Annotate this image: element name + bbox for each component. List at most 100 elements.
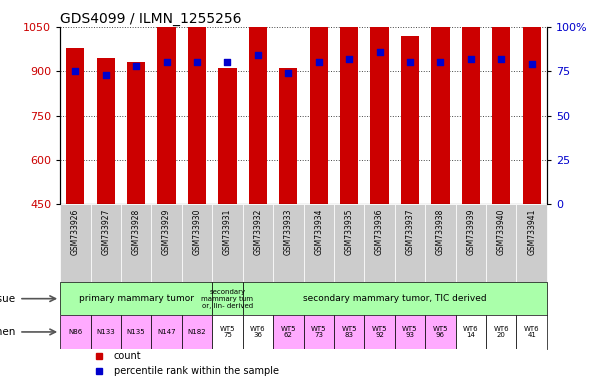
Text: WT5
93: WT5 93 — [402, 326, 418, 338]
Text: WT5
83: WT5 83 — [341, 326, 357, 338]
Text: WT6
20: WT6 20 — [493, 326, 509, 338]
Bar — [426, 315, 456, 349]
Bar — [364, 204, 395, 282]
Text: N133: N133 — [96, 329, 115, 335]
Bar — [151, 315, 182, 349]
Point — [496, 56, 506, 62]
Text: GSM733939: GSM733939 — [466, 208, 475, 255]
Bar — [279, 68, 297, 204]
Bar — [370, 0, 389, 204]
Bar — [60, 282, 212, 315]
Bar — [364, 315, 395, 349]
Text: GSM733933: GSM733933 — [284, 208, 293, 255]
Text: WT6
36: WT6 36 — [250, 326, 266, 338]
Point — [344, 56, 354, 62]
Bar — [273, 315, 304, 349]
Text: N86: N86 — [68, 329, 82, 335]
Bar — [249, 0, 267, 204]
Bar — [426, 204, 456, 282]
Point — [405, 59, 415, 65]
Text: GSM733929: GSM733929 — [162, 208, 171, 255]
Bar — [492, 0, 510, 204]
Bar — [121, 204, 151, 282]
Bar — [486, 315, 516, 349]
Bar — [456, 315, 486, 349]
Bar — [462, 0, 480, 204]
Point — [527, 61, 537, 67]
Bar — [212, 282, 243, 315]
Text: GSM733927: GSM733927 — [101, 208, 110, 255]
Bar — [340, 8, 358, 204]
Point — [253, 52, 263, 58]
Point — [375, 49, 385, 55]
Bar — [243, 204, 273, 282]
Point — [192, 59, 202, 65]
Text: percentile rank within the sample: percentile rank within the sample — [114, 366, 279, 376]
Point — [466, 56, 475, 62]
Text: WT6
14: WT6 14 — [463, 326, 478, 338]
Bar — [127, 62, 145, 204]
Text: primary mammary tumor: primary mammary tumor — [79, 294, 194, 303]
Bar — [151, 204, 182, 282]
Bar — [334, 204, 364, 282]
Bar — [97, 58, 115, 204]
Text: GSM733928: GSM733928 — [132, 208, 141, 255]
Bar — [66, 48, 84, 204]
Text: GSM733941: GSM733941 — [527, 208, 536, 255]
Bar — [91, 315, 121, 349]
Bar — [218, 68, 237, 204]
Bar — [243, 282, 547, 315]
Point — [70, 68, 80, 74]
Bar — [304, 315, 334, 349]
Text: secondary mammary tumor, TIC derived: secondary mammary tumor, TIC derived — [303, 294, 487, 303]
Text: WT5
62: WT5 62 — [281, 326, 296, 338]
Bar — [395, 204, 426, 282]
Point — [436, 59, 445, 65]
Text: WT5
96: WT5 96 — [433, 326, 448, 338]
Bar — [188, 13, 206, 204]
Text: N182: N182 — [188, 329, 206, 335]
Text: WT5
73: WT5 73 — [311, 326, 326, 338]
Text: secondary
mammary tum
or, lin- derived: secondary mammary tum or, lin- derived — [201, 289, 254, 309]
Bar — [60, 315, 91, 349]
Bar — [91, 204, 121, 282]
Point — [162, 59, 171, 65]
Bar — [304, 204, 334, 282]
Bar — [486, 204, 516, 282]
Text: N135: N135 — [127, 329, 145, 335]
Text: GSM733936: GSM733936 — [375, 208, 384, 255]
Bar — [334, 315, 364, 349]
Text: GSM733926: GSM733926 — [71, 208, 80, 255]
Point — [284, 70, 293, 76]
Text: GSM733940: GSM733940 — [497, 208, 506, 255]
Point — [314, 59, 323, 65]
Bar — [60, 204, 91, 282]
Bar — [310, 22, 328, 204]
Point — [222, 59, 232, 65]
Text: GDS4099 / ILMN_1255256: GDS4099 / ILMN_1255256 — [60, 12, 242, 26]
Text: GSM733938: GSM733938 — [436, 208, 445, 255]
Bar — [456, 204, 486, 282]
Text: GSM733931: GSM733931 — [223, 208, 232, 255]
Bar — [273, 204, 304, 282]
Text: specimen: specimen — [0, 327, 55, 337]
Text: GSM733932: GSM733932 — [254, 208, 263, 255]
Bar — [212, 204, 243, 282]
Bar — [182, 204, 212, 282]
Bar — [182, 315, 212, 349]
Bar — [243, 315, 273, 349]
Point — [101, 72, 111, 78]
Bar — [212, 315, 243, 349]
Text: WT5
75: WT5 75 — [220, 326, 235, 338]
Text: WT5
92: WT5 92 — [372, 326, 387, 338]
Text: WT6
41: WT6 41 — [524, 326, 540, 338]
Bar — [516, 315, 547, 349]
Bar — [522, 27, 541, 204]
Text: GSM733937: GSM733937 — [406, 208, 415, 255]
Bar — [157, 17, 175, 204]
Point — [132, 63, 141, 69]
Bar — [401, 36, 419, 204]
Bar — [121, 315, 151, 349]
Bar — [516, 204, 547, 282]
Bar — [395, 315, 426, 349]
